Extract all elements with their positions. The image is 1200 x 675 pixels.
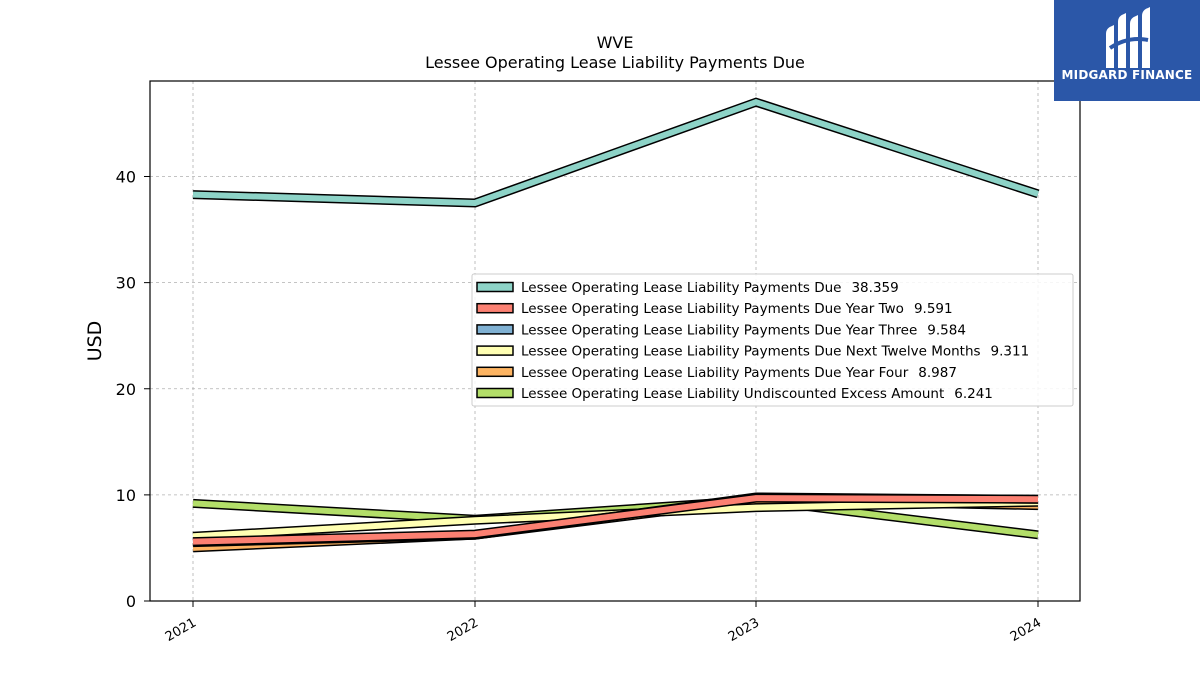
legend-item: Lessee Operating Lease Liability Payment…	[476, 280, 899, 296]
legend-item: Lessee Operating Lease Liability Payment…	[476, 301, 953, 317]
legend-swatch	[476, 345, 514, 356]
legend-item: Lessee Operating Lease Liability Payment…	[476, 344, 1029, 360]
x-axis-ticks: 2021 2022 2023 2024	[163, 601, 1044, 645]
logo-text: MIDGARD FINANCE	[1061, 68, 1193, 82]
legend-series-value: 9.591	[914, 301, 953, 317]
legend-label: Lessee Operating Lease Liability Payment…	[521, 301, 953, 317]
series-line	[192, 97, 1040, 208]
legend-series-value: 8.987	[918, 365, 957, 381]
legend-series-name: Lessee Operating Lease Liability Payment…	[521, 322, 917, 338]
legend-series-value: 9.584	[927, 322, 966, 338]
y-axis-ticks: 0 10 20 30 40	[116, 168, 150, 611]
legend-label: Lessee Operating Lease Liability Payment…	[521, 322, 966, 338]
legend-label: Lessee Operating Lease Liability Payment…	[521, 365, 957, 381]
y-tick-label: 0	[126, 592, 136, 611]
plot-frame	[149, 80, 1081, 602]
brand-logo: MIDGARD FINANCE	[1054, 0, 1200, 101]
y-tick-label: 20	[116, 380, 136, 399]
legend-series-name: Lessee Operating Lease Liability Payment…	[521, 344, 981, 360]
logo-mark-icon	[1106, 7, 1150, 68]
x-tick-label: 2022	[445, 615, 481, 645]
legend-label: Lessee Operating Lease Liability Undisco…	[521, 386, 993, 402]
legend-series-name: Lessee Operating Lease Liability Undisco…	[521, 386, 944, 402]
legend-series-name: Lessee Operating Lease Liability Payment…	[521, 280, 841, 296]
x-tick-label: 2021	[163, 615, 199, 645]
series-line-fill	[192, 99, 1039, 207]
legend-series-name: Lessee Operating Lease Liability Payment…	[521, 301, 904, 317]
legend-label: Lessee Operating Lease Liability Payment…	[521, 344, 1029, 360]
legend-series-value: 6.241	[954, 386, 993, 402]
legend-swatch	[476, 281, 514, 293]
x-tick-label: 2024	[1008, 615, 1044, 645]
legend-item: Lessee Operating Lease Liability Payment…	[476, 322, 966, 338]
chart-subtitle: Lessee Operating Lease Liability Payment…	[425, 53, 805, 72]
legend-box	[471, 273, 1074, 407]
y-tick-label: 10	[116, 486, 136, 505]
legend-item: Lessee Operating Lease Liability Payment…	[476, 365, 957, 381]
series-lines	[192, 97, 1040, 553]
x-tick-label: 2023	[726, 615, 762, 645]
y-tick-label: 30	[116, 274, 136, 293]
legend-series-value: 9.311	[991, 344, 1030, 360]
y-tick-label: 40	[116, 168, 136, 187]
legend-label: Lessee Operating Lease Liability Payment…	[521, 280, 899, 296]
legend-swatch	[476, 387, 514, 399]
legend-swatch	[476, 366, 514, 378]
legend-item: Lessee Operating Lease Liability Undisco…	[476, 386, 993, 402]
series-line	[192, 493, 1039, 547]
series-line-fill	[192, 495, 1039, 545]
chart-title: WVE	[597, 33, 634, 52]
legend-swatch	[476, 302, 514, 314]
y-axis-label: USD	[84, 321, 106, 362]
legend-swatch	[476, 324, 514, 335]
legend: Lessee Operating Lease Liability Payment…	[471, 273, 1074, 407]
legend-series-value: 38.359	[851, 280, 898, 296]
legend-series-name: Lessee Operating Lease Liability Payment…	[521, 365, 909, 381]
